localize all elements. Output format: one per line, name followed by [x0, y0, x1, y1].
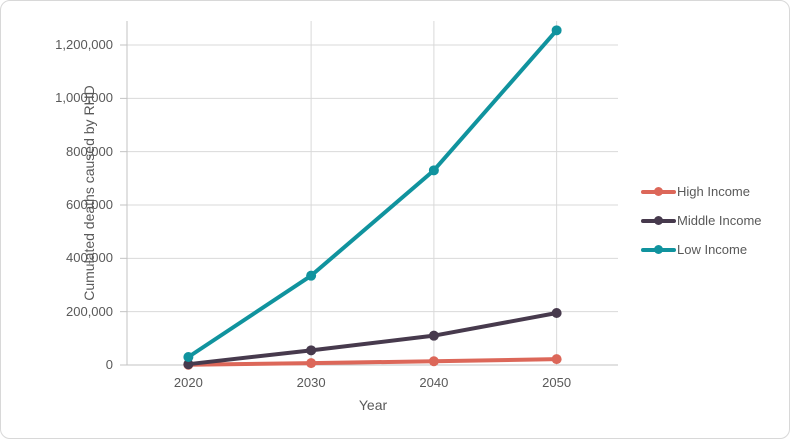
- legend-item-high-income[interactable]: High Income: [641, 177, 762, 206]
- data-point-marker: [428, 165, 439, 176]
- x-tick-label: 2030: [296, 375, 326, 390]
- legend-label: Middle Income: [677, 213, 762, 228]
- data-point-marker: [183, 359, 194, 370]
- series-line-low-income: [186, 28, 559, 359]
- y-axis-title: Cumulated deaths caused by RHD: [81, 85, 97, 301]
- x-tick-label: 2040: [419, 375, 449, 390]
- data-point-marker: [551, 25, 562, 36]
- data-point-marker: [306, 358, 317, 369]
- legend-label: High Income: [677, 184, 750, 199]
- x-tick-label: 2050: [542, 375, 572, 390]
- y-tick-label: 0: [105, 357, 113, 372]
- legend-item-middle-income[interactable]: Middle Income: [641, 206, 762, 235]
- low-income-line-marker-icon: [641, 245, 676, 254]
- data-point-marker: [551, 308, 562, 318]
- data-point-marker: [183, 352, 194, 362]
- data-point-marker: [306, 270, 317, 281]
- y-tick-label: 200,000: [66, 303, 113, 319]
- y-tick-label: 600,000: [66, 197, 113, 212]
- high-income-line-marker-icon: [641, 187, 676, 196]
- data-point-marker: [306, 345, 317, 356]
- y-tick-label: 400,000: [66, 250, 113, 266]
- x-axis-title: Year: [358, 397, 388, 413]
- legend: High Income Middle Income Low Income: [641, 177, 762, 264]
- x-tick-label: 2020: [173, 375, 203, 390]
- data-point-marker: [551, 354, 562, 365]
- series-line-middle-income: [186, 311, 559, 367]
- y-tick-label: 1,200,000: [55, 37, 113, 52]
- legend-item-low-income[interactable]: Low Income: [641, 235, 762, 264]
- y-tick-label: 800,000: [66, 143, 113, 159]
- y-tick-label: 1,000,000: [55, 90, 113, 106]
- middle-income-line-marker-icon: [641, 216, 676, 225]
- data-point-marker: [428, 330, 439, 341]
- series-line-high-income: [186, 357, 559, 367]
- legend-label: Low Income: [677, 242, 748, 257]
- data-point-marker: [428, 356, 439, 367]
